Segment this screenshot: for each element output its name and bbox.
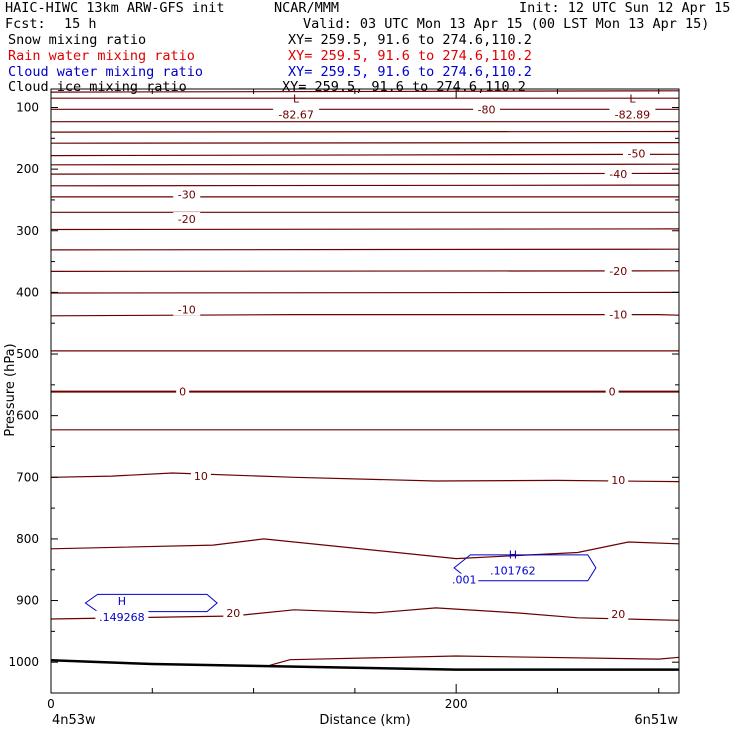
contour-label: 20 bbox=[226, 607, 240, 620]
temperature-contour bbox=[50, 90, 680, 93]
temperature-contour bbox=[50, 184, 680, 187]
contour-label: 0 bbox=[179, 386, 186, 399]
extremum-letter: L bbox=[629, 92, 636, 105]
y-tick-label: 400 bbox=[16, 285, 39, 299]
extremum-value-bg bbox=[95, 610, 149, 623]
temperature-contour bbox=[50, 228, 680, 231]
contour-label: -10 bbox=[609, 309, 627, 322]
extremum-value-bg bbox=[273, 108, 320, 121]
field-xy-snow: XY= 259.5, 91.6 to 274.6,110.2 bbox=[288, 32, 532, 48]
header-init: Init: 12 UTC Sun 12 Apr 15 bbox=[519, 0, 731, 16]
contour-label: -20 bbox=[609, 265, 627, 278]
contour-label: -20 bbox=[178, 213, 196, 226]
endpoint-left: 4n53w bbox=[52, 713, 96, 728]
contour-label-bg bbox=[604, 307, 632, 321]
y-tick-label: 800 bbox=[16, 532, 39, 546]
contour-label-bg bbox=[608, 472, 629, 486]
contour-label: -80 bbox=[478, 103, 496, 116]
field-name-snow: Snow mixing ratio bbox=[8, 32, 147, 48]
contour-label-bg bbox=[473, 102, 501, 116]
contour-label-bg bbox=[604, 263, 632, 277]
temperature-contours bbox=[50, 90, 680, 666]
x-axis-label: Distance (km) bbox=[319, 713, 410, 728]
extremum-letter: L bbox=[293, 92, 300, 105]
cloud-water-contours bbox=[84, 554, 597, 613]
y-tick-label: 600 bbox=[16, 409, 39, 423]
temperature-contour bbox=[50, 291, 680, 294]
temperature-contour bbox=[50, 314, 680, 317]
extremum-value: .101762 bbox=[490, 565, 536, 578]
contour-label: 20 bbox=[611, 608, 625, 621]
temperature-contour bbox=[50, 472, 680, 483]
contour-label: -30 bbox=[178, 188, 196, 201]
contour-label-bg bbox=[173, 187, 201, 201]
y-tick-label: 300 bbox=[16, 224, 39, 238]
field-name-cloud-water: Cloud water mixing ratio bbox=[8, 64, 204, 80]
x-tick-label: 200 bbox=[445, 697, 468, 711]
extremum-value-bg bbox=[609, 108, 656, 121]
contour-label-bg bbox=[173, 302, 201, 316]
extremum-letter: H bbox=[118, 595, 126, 608]
temperature-contour bbox=[50, 607, 680, 621]
header-valid: Valid: 03 UTC Mon 13 Apr 15 (00 LST Mon … bbox=[303, 16, 710, 32]
plot-frame bbox=[50, 88, 680, 694]
contour-label: -50 bbox=[627, 148, 645, 161]
terrain-surface bbox=[50, 659, 679, 671]
extremum-value: -82.89 bbox=[615, 108, 650, 121]
cloud-label-bg bbox=[450, 573, 479, 586]
temperature-contour bbox=[50, 163, 680, 166]
extrema-markers: L -82.67 L -82.89 H .149268 H .101762 bbox=[95, 92, 656, 624]
field-xy-rain: XY= 259.5, 91.6 to 274.6,110.2 bbox=[288, 48, 532, 64]
header-org: NCAR/MMM bbox=[274, 0, 340, 16]
field-name-rain: Rain water mixing ratio bbox=[8, 48, 195, 64]
cloud-water-contour bbox=[84, 593, 218, 613]
terrain-line bbox=[50, 659, 679, 671]
contour-label-bg bbox=[608, 607, 629, 621]
contour-label-bg bbox=[604, 167, 632, 181]
temperature-contour bbox=[269, 655, 680, 666]
contour-label-bg bbox=[605, 384, 619, 398]
contour-label: 0 bbox=[609, 386, 616, 399]
contour-label: 10 bbox=[194, 470, 208, 483]
temperature-contour bbox=[50, 248, 680, 251]
contour-label: 10 bbox=[611, 474, 625, 487]
header-fcst-value: 15 h bbox=[64, 16, 97, 32]
contour-label-bg bbox=[173, 212, 201, 226]
contour-label-bg bbox=[223, 605, 244, 619]
contour-label-bg bbox=[190, 469, 211, 483]
contour-label: -10 bbox=[178, 304, 196, 317]
y-tick-label: 200 bbox=[16, 162, 39, 176]
x-tick-label: 0 bbox=[47, 697, 55, 711]
contour-label: -40 bbox=[609, 168, 627, 181]
temperature-contour bbox=[50, 270, 680, 272]
temperature-contour bbox=[50, 130, 680, 133]
extremum-letter: H bbox=[509, 549, 517, 562]
header-title: HAIC-HIWC 13km ARW-GFS init bbox=[5, 0, 225, 16]
temperature-contour bbox=[50, 538, 680, 560]
field-xy-cloud-water: XY= 259.5, 91.6 to 274.6,110.2 bbox=[288, 64, 532, 80]
extremum-value-bg bbox=[486, 564, 540, 577]
y-tick-label: 700 bbox=[16, 470, 39, 484]
y-tick-label: 500 bbox=[16, 347, 39, 361]
temperature-contour bbox=[50, 142, 680, 144]
y-tick-label: 1000 bbox=[8, 655, 39, 669]
contour-labels: -30 -20 -10 0 10 20 -80 -50-40 -20 -10 0 10 20 .001 bbox=[173, 102, 650, 621]
endpoint-right: 6n51w bbox=[634, 713, 678, 728]
extremum-value: -82.67 bbox=[278, 108, 313, 121]
contour-label-bg bbox=[622, 146, 650, 160]
y-tick-label: 900 bbox=[16, 594, 39, 608]
header-fcst-label: Fcst: bbox=[5, 16, 46, 32]
y-axis-label: Pressure (hPa) bbox=[3, 343, 18, 436]
field-name-cloud-ice: Cloud ice mixing ratio bbox=[8, 79, 187, 95]
extremum-value: .149268 bbox=[99, 611, 145, 624]
temperature-contour bbox=[50, 172, 680, 175]
cloud-water-contour bbox=[453, 554, 597, 582]
y-tick-label: 100 bbox=[16, 100, 39, 114]
contour-label-bg bbox=[176, 384, 190, 398]
cloud-water-label: .001 bbox=[452, 574, 477, 587]
temperature-contour bbox=[50, 153, 680, 157]
